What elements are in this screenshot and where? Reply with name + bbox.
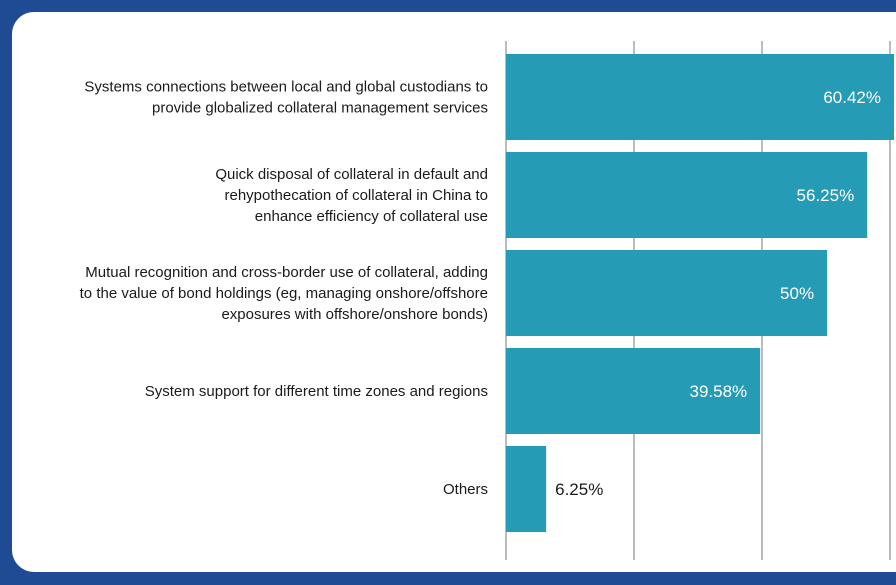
category-label-line: Others <box>443 481 488 498</box>
category-labels: Systems connections between local and gl… <box>80 79 488 499</box>
category-label: Others <box>443 481 488 498</box>
bar <box>506 250 828 336</box>
category-label-line: exposures with offshore/onshore bonds) <box>221 306 488 323</box>
bar-chart: Systems connections between local and gl… <box>80 41 894 560</box>
category-label-line: enhance efficiency of collateral use <box>255 208 488 225</box>
data-label: 50% <box>780 284 814 303</box>
bar <box>506 348 761 434</box>
category-label: System support for different time zones … <box>145 383 488 400</box>
bar <box>506 152 868 238</box>
data-label: 60.42% <box>823 88 881 107</box>
data-label: 39.58% <box>689 382 747 401</box>
chart-panel: Systems connections between local and gl… <box>12 12 896 572</box>
category-label-line: Mutual recognition and cross-border use … <box>85 264 488 281</box>
bar <box>506 446 547 532</box>
category-label: Systems connections between local and gl… <box>84 79 488 117</box>
category-label-line: System support for different time zones … <box>145 383 488 400</box>
category-label-line: rehypothecation of collateral in China t… <box>225 187 489 204</box>
category-label: Mutual recognition and cross-border use … <box>80 264 488 323</box>
category-label-line: Quick disposal of collateral in default … <box>215 166 488 183</box>
bar <box>506 54 894 140</box>
data-labels: 60.42% 56.25% 50% 39.58% 6.25% <box>555 88 881 499</box>
category-label-line: provide globalized collateral management… <box>152 100 488 117</box>
category-label: Quick disposal of collateral in default … <box>215 166 488 225</box>
category-label-line: to the value of bond holdings (eg, manag… <box>80 285 488 302</box>
bars <box>506 54 894 532</box>
data-label: 56.25% <box>797 186 855 205</box>
category-label-line: Systems connections between local and gl… <box>84 79 488 96</box>
data-label: 6.25% <box>555 480 603 499</box>
